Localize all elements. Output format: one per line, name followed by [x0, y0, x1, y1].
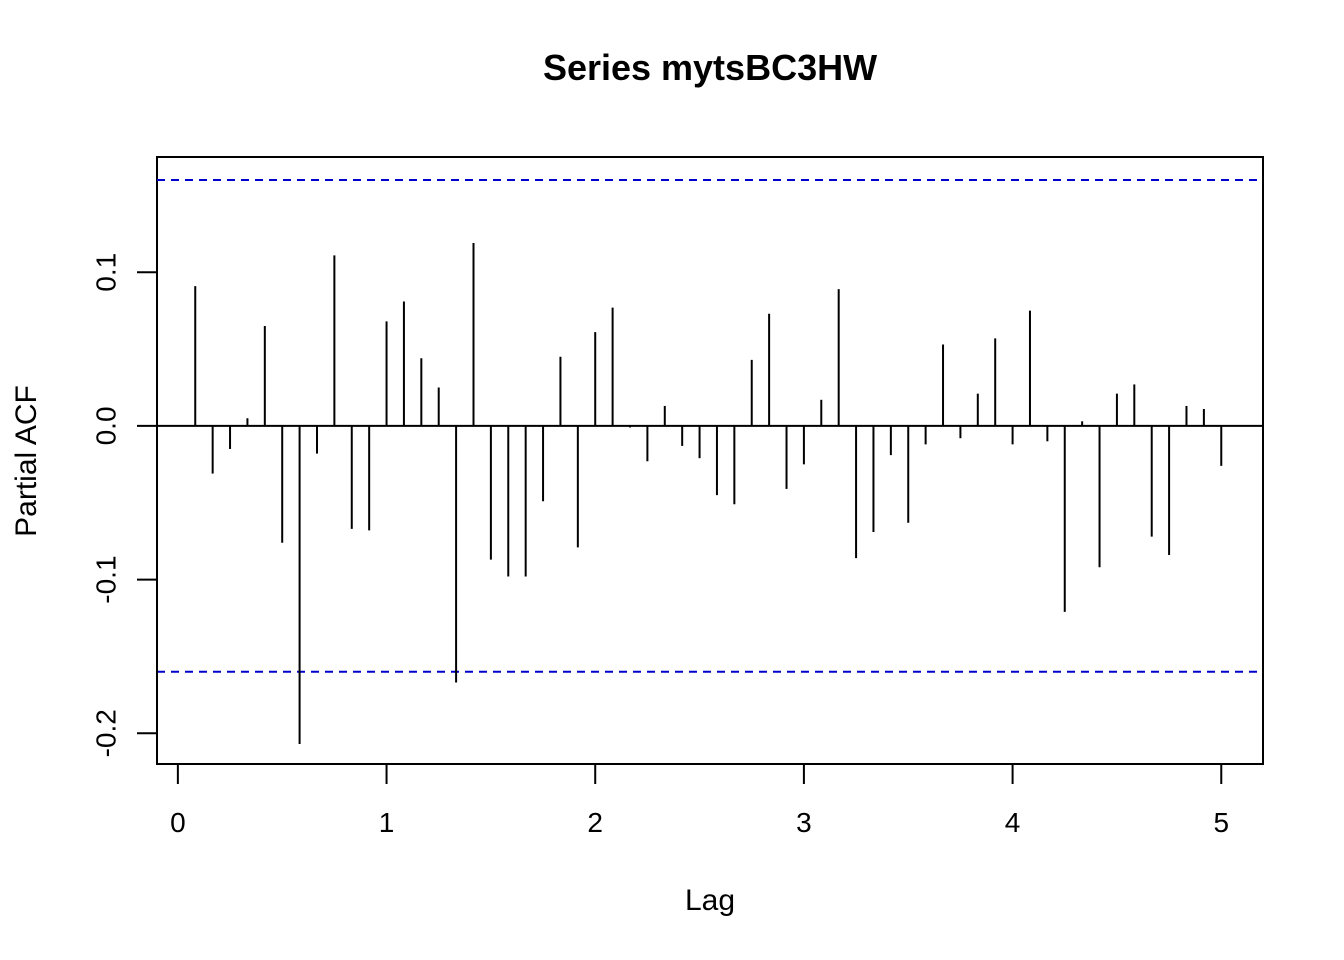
y-tick-label: 0.1	[90, 253, 121, 292]
x-tick-label: 3	[796, 807, 812, 838]
y-tick-label: -0.2	[90, 709, 121, 757]
x-tick-label: 1	[379, 807, 395, 838]
x-tick-label: 0	[170, 807, 186, 838]
x-axis-label: Lag	[685, 884, 735, 917]
confidence-bounds	[157, 179, 1263, 673]
x-tick-label: 4	[1005, 807, 1021, 838]
y-tick-label: -0.1	[90, 555, 121, 603]
x-axis: 0 1 2 3 4 5	[170, 763, 1229, 838]
pacf-bars	[194, 243, 1223, 745]
x-tick-label: 2	[587, 807, 603, 838]
x-tick-label: 5	[1213, 807, 1229, 838]
plot-frame	[156, 156, 1264, 765]
y-axis-label: Partial ACF	[10, 385, 43, 537]
chart-title: Series mytsBC3HW	[543, 47, 877, 88]
y-axis: -0.2 -0.1 0.0 0.1	[90, 253, 158, 757]
y-tick-label: 0.0	[90, 406, 121, 445]
